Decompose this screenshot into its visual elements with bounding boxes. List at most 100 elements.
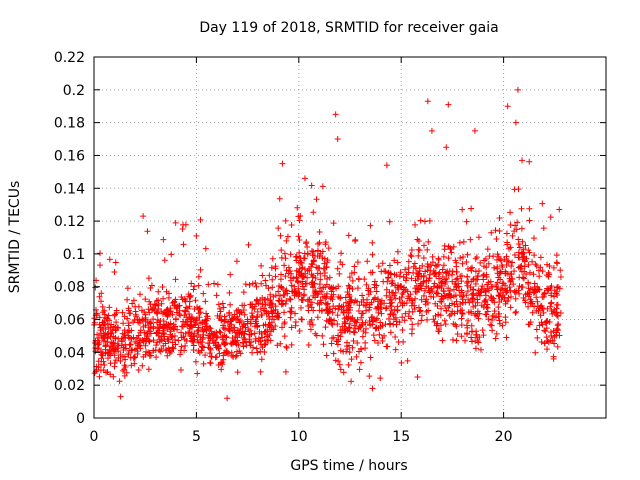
data-point — [172, 276, 179, 283]
data-point — [537, 264, 544, 271]
data-point — [172, 336, 179, 343]
data-point — [288, 288, 295, 295]
data-point — [367, 269, 374, 276]
data-point — [332, 357, 339, 364]
data-point — [295, 268, 302, 275]
data-point — [317, 276, 324, 283]
data-point — [375, 309, 382, 316]
data-point — [502, 288, 509, 295]
data-point — [233, 348, 240, 355]
data-point — [394, 259, 401, 266]
data-point — [321, 255, 328, 262]
data-point — [429, 253, 436, 260]
data-point — [422, 268, 429, 275]
data-point — [160, 295, 167, 302]
data-point — [97, 348, 104, 355]
data-point — [529, 309, 536, 316]
data-point — [398, 359, 405, 366]
data-point — [387, 270, 394, 277]
data-point — [458, 278, 465, 285]
data-point — [236, 319, 243, 326]
data-point — [108, 321, 115, 328]
data-point — [448, 311, 455, 318]
data-point — [379, 260, 386, 267]
data-point — [403, 271, 410, 278]
data-point — [202, 245, 209, 252]
data-point — [96, 373, 103, 380]
data-point — [543, 325, 550, 332]
data-point — [352, 297, 359, 304]
data-point — [172, 296, 179, 303]
data-point — [496, 227, 503, 234]
data-point — [491, 308, 498, 315]
data-point — [313, 196, 320, 203]
data-point — [551, 287, 558, 294]
y-tick-label: 0.2 — [63, 83, 85, 99]
data-point — [101, 334, 108, 341]
data-point — [240, 334, 247, 341]
data-point — [383, 162, 390, 169]
data-point — [352, 236, 359, 243]
data-point — [119, 330, 126, 337]
data-point — [227, 271, 234, 278]
data-point — [392, 346, 399, 353]
data-point — [159, 284, 166, 291]
data-point — [170, 321, 177, 328]
data-point — [467, 265, 474, 272]
data-point — [430, 316, 437, 323]
data-point — [539, 268, 546, 275]
data-point — [138, 307, 145, 314]
data-point — [268, 304, 275, 311]
data-point — [147, 352, 154, 359]
data-point — [489, 317, 496, 324]
data-point — [525, 279, 532, 286]
data-point — [538, 319, 545, 326]
data-point — [111, 352, 118, 359]
data-point — [209, 332, 216, 339]
data-point — [412, 277, 419, 284]
y-tick-label: 0.18 — [54, 116, 85, 132]
data-point — [188, 330, 195, 337]
data-point — [446, 312, 453, 319]
data-point — [221, 313, 228, 320]
data-point — [499, 322, 506, 329]
data-point — [386, 262, 393, 269]
data-point — [449, 336, 456, 343]
data-point — [512, 309, 519, 316]
data-point — [453, 268, 460, 275]
data-point — [495, 313, 502, 320]
data-point — [161, 257, 168, 264]
data-point — [182, 221, 189, 228]
data-point — [203, 317, 210, 324]
data-point — [386, 296, 393, 303]
data-points — [91, 86, 564, 402]
data-point — [307, 326, 314, 333]
data-point — [292, 310, 299, 317]
data-point — [180, 241, 187, 248]
data-point — [115, 325, 122, 332]
data-point — [336, 303, 343, 310]
data-point — [428, 127, 435, 134]
data-point — [181, 321, 188, 328]
data-point — [502, 314, 509, 321]
data-point — [300, 255, 307, 262]
data-point — [454, 308, 461, 315]
data-point — [153, 297, 160, 304]
data-point — [155, 288, 162, 295]
data-point — [412, 265, 419, 272]
data-point — [323, 301, 330, 308]
data-point — [239, 302, 246, 309]
data-point — [414, 373, 421, 380]
data-point — [189, 314, 196, 321]
data-point — [336, 361, 343, 368]
data-point — [528, 300, 535, 307]
data-point — [166, 290, 173, 297]
data-point — [507, 270, 514, 277]
data-point — [355, 307, 362, 314]
data-point — [550, 353, 557, 360]
data-point — [299, 273, 306, 280]
data-point — [178, 323, 185, 330]
data-point — [281, 309, 288, 316]
data-point — [538, 338, 545, 345]
data-point — [469, 264, 476, 271]
